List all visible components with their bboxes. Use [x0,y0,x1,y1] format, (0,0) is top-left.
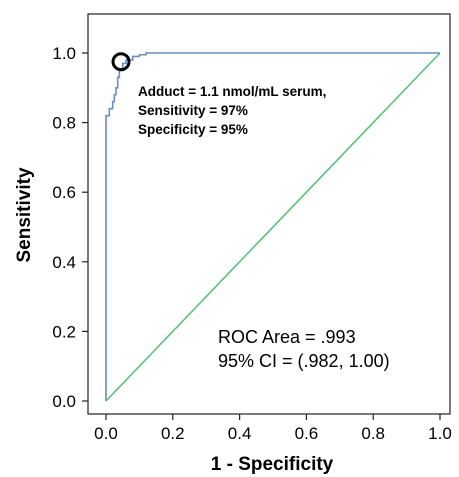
y-tick-label: 0.4 [52,253,76,272]
optimal-cutoff-marker [111,52,131,72]
cutoff-annotation-line: Specificity = 95% [138,122,248,137]
x-tick-label: 0.8 [361,424,385,443]
y-tick-label: 0.2 [52,322,76,341]
x-tick-label: 0.0 [94,424,118,443]
roc-area-annotation: ROC Area = .993 95% CI = (.982, 1.00) [218,327,390,371]
y-tick-label: 0.0 [52,392,76,411]
annotation-layer: Adduct = 1.1 nmol/mL serum, Sensitivity =… [138,84,390,371]
series-layer [105,52,441,402]
roc-area-annotation-line: ROC Area = .993 [218,327,356,347]
x-tick-label: 0.6 [295,424,319,443]
y-tick-label: 1.0 [52,44,76,63]
x-tick-label: 0.2 [161,424,185,443]
x-axis-title: 1 - Specificity [211,454,334,475]
cutoff-annotation: Adduct = 1.1 nmol/mL serum, Sensitivity =… [138,84,326,137]
cutoff-annotation-line: Sensitivity = 97% [138,103,248,118]
roc-area-annotation-line: 95% CI = (.982, 1.00) [218,351,390,371]
roc-curve-line [105,52,440,401]
y-tick-label: 0.6 [52,183,76,202]
axis-layer: 0.0 0.2 0.4 0.6 0.8 1.0 0.0 0.2 0.4 0.6 0.8 1.0 [52,44,451,443]
cutoff-annotation-line: Adduct = 1.1 nmol/mL serum, [138,84,326,99]
x-tick-label: 0.4 [228,424,252,443]
x-tick-label: 1.0 [428,424,452,443]
plot-frame [87,13,451,415]
y-tick-label: 0.8 [52,114,76,133]
y-axis-title: Sensitivity [14,167,35,262]
reference-diagonal-line [105,52,441,402]
